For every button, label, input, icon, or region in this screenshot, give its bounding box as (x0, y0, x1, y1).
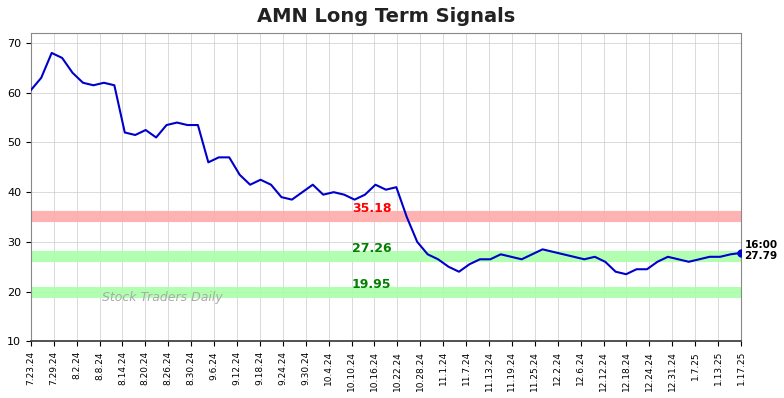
Text: 35.18: 35.18 (352, 202, 391, 215)
Text: 16:00
27.79: 16:00 27.79 (745, 240, 778, 261)
Text: Stock Traders Daily: Stock Traders Daily (102, 291, 223, 304)
Text: 27.26: 27.26 (352, 242, 391, 255)
Text: 19.95: 19.95 (352, 278, 391, 291)
Title: AMN Long Term Signals: AMN Long Term Signals (257, 7, 515, 26)
